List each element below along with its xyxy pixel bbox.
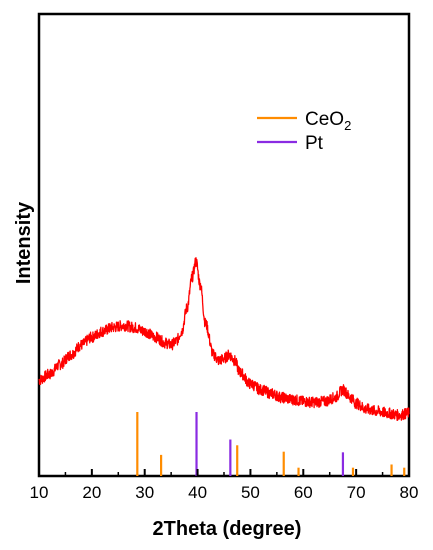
x-tick-label: 70 (347, 483, 366, 502)
plot-frame (37, 12, 411, 478)
y-axis-label: Intensity (13, 201, 35, 284)
x-tick-label: 60 (294, 483, 313, 502)
x-tick-label: 50 (241, 483, 260, 502)
xrd-pattern (38, 257, 410, 421)
legend-label: Pt (305, 133, 324, 154)
x-tick-label: 30 (135, 483, 154, 502)
x-axis-ticks: 10 20 30 40 50 60 70 80 (30, 469, 419, 502)
legend-label: CeO2 (305, 109, 351, 133)
xrd-curve (38, 257, 410, 421)
x-tick-label: 40 (188, 483, 207, 502)
plot-area (37, 12, 411, 478)
x-tick-label: 80 (400, 483, 419, 502)
x-axis-label: 2Theta (degree) (153, 518, 302, 540)
x-tick-label: 20 (82, 483, 101, 502)
reference-sticks (136, 412, 406, 476)
x-tick-label: 10 (30, 483, 49, 502)
